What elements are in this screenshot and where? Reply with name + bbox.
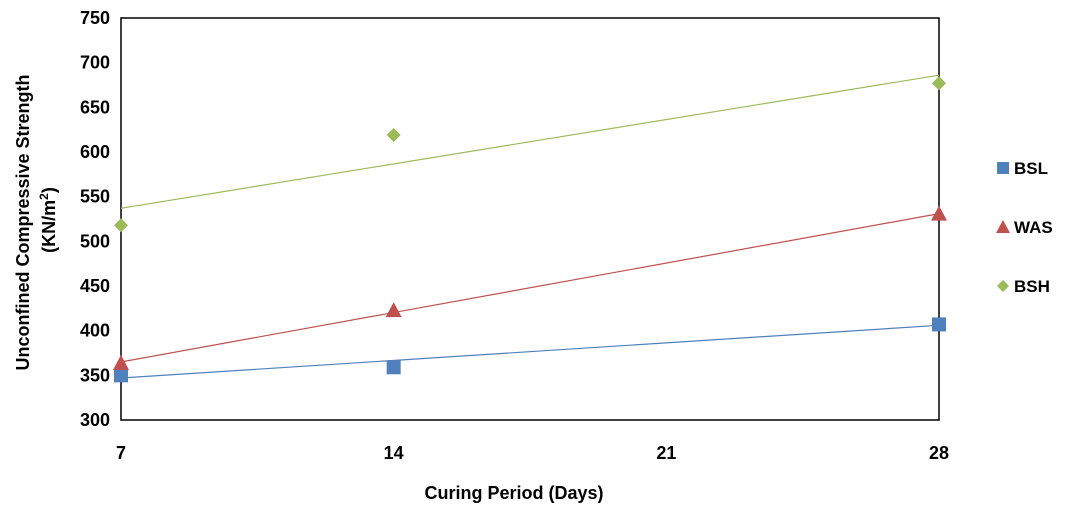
- y-axis-title-unit-sup: 2: [37, 193, 51, 200]
- x-tick-label: 21: [656, 443, 676, 463]
- data-point-bsh: [932, 76, 946, 91]
- y-tick-label: 750: [80, 8, 110, 28]
- x-tick-labels: 7 14 21 28: [116, 443, 949, 463]
- y-axis-title-unit-close: ): [39, 187, 59, 193]
- y-tick-label: 350: [80, 365, 110, 385]
- legend-marker-bsl: [997, 162, 1009, 174]
- data-point-bsl: [386, 360, 401, 375]
- x-tick-label: 14: [384, 443, 404, 463]
- y-tick-label: 500: [80, 231, 110, 251]
- legend-marker-bsh: [997, 280, 1009, 292]
- y-tick-label: 300: [80, 410, 110, 430]
- y-tick-label: 400: [80, 321, 110, 341]
- trendline-bsl: [120, 324, 940, 379]
- y-tick-label: 650: [80, 97, 110, 117]
- trendline-bsh: [120, 74, 940, 209]
- data-point-was: [113, 354, 129, 370]
- legend-marker-was: [996, 220, 1010, 233]
- y-tick-label: 600: [80, 142, 110, 162]
- data-point-was: [931, 205, 947, 221]
- trendlines: [120, 74, 940, 379]
- legend: BSL WAS BSH: [996, 159, 1053, 296]
- x-axis-title: Curing Period (Days): [424, 483, 603, 503]
- data-point-bsh: [114, 218, 128, 233]
- x-tick-label: 7: [116, 443, 126, 463]
- data-point-bsh: [386, 128, 401, 143]
- y-tick-labels: 300 350 400 450 500 550 600 650 700 750: [80, 8, 110, 430]
- y-tick-label: 450: [80, 276, 110, 296]
- y-axis-title-unit: (KN/m: [39, 200, 59, 253]
- y-tick-label: 550: [80, 187, 110, 207]
- plot-area: [120, 17, 940, 421]
- y-tick-label: 700: [80, 53, 110, 73]
- legend-label-bsh: BSH: [1014, 277, 1050, 296]
- data-point-bsl: [932, 317, 946, 332]
- data-markers: [113, 76, 947, 383]
- y-axis-title-line1: Unconfined Compressive Strength: [13, 74, 33, 370]
- x-tick-label: 28: [929, 443, 949, 463]
- data-point-bsl: [114, 368, 128, 383]
- data-point-was: [385, 302, 402, 318]
- legend-label-bsl: BSL: [1014, 159, 1048, 178]
- trendline-was: [120, 213, 940, 363]
- legend-label-was: WAS: [1014, 218, 1053, 237]
- y-axis-title: Unconfined Compressive Strength (KN/m2): [13, 69, 59, 370]
- y-axis-title-line2: (KN/m2): [37, 187, 59, 253]
